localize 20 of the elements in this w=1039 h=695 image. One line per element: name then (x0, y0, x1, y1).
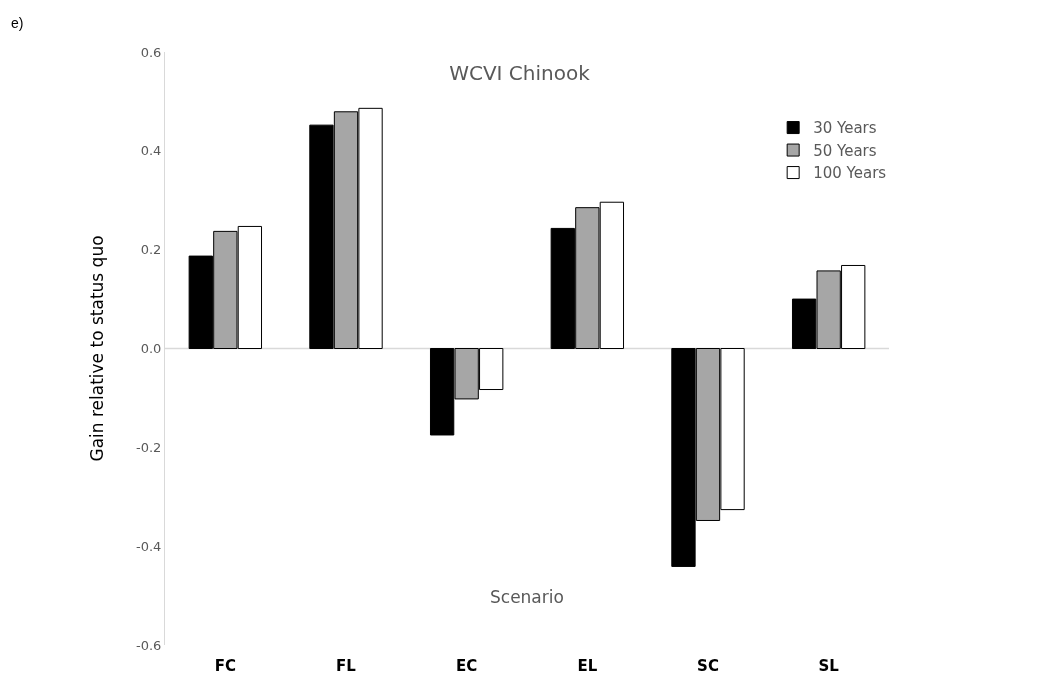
x-tick-label: FL (336, 657, 357, 675)
y-axis-title: Gain relative to status quo (86, 235, 107, 462)
y-tick-label: 0.6 (140, 44, 162, 60)
y-tick-label: 0.2 (140, 242, 162, 258)
y-tick-label: -0.4 (136, 538, 162, 554)
x-tick-label: SL (818, 657, 840, 675)
legend-label: 100 Years (813, 164, 887, 183)
x-tick-label: FC (214, 657, 236, 675)
legend-label: 50 Years (813, 141, 877, 160)
y-tick-label: -0.6 (136, 637, 162, 653)
x-tick-label: EC (456, 657, 478, 675)
legend-label: 30 Years (813, 119, 877, 138)
y-tick-label: 0.4 (140, 143, 162, 159)
x-axis-title: Scenario (490, 587, 564, 607)
y-tick-label: 0.0 (140, 341, 162, 357)
y-tick-label: -0.2 (136, 439, 162, 455)
x-tick-label: SC (697, 657, 719, 675)
text: e) (11, 15, 24, 31)
text: WCVI Chinook (449, 61, 591, 86)
x-tick-label: EL (577, 657, 598, 675)
